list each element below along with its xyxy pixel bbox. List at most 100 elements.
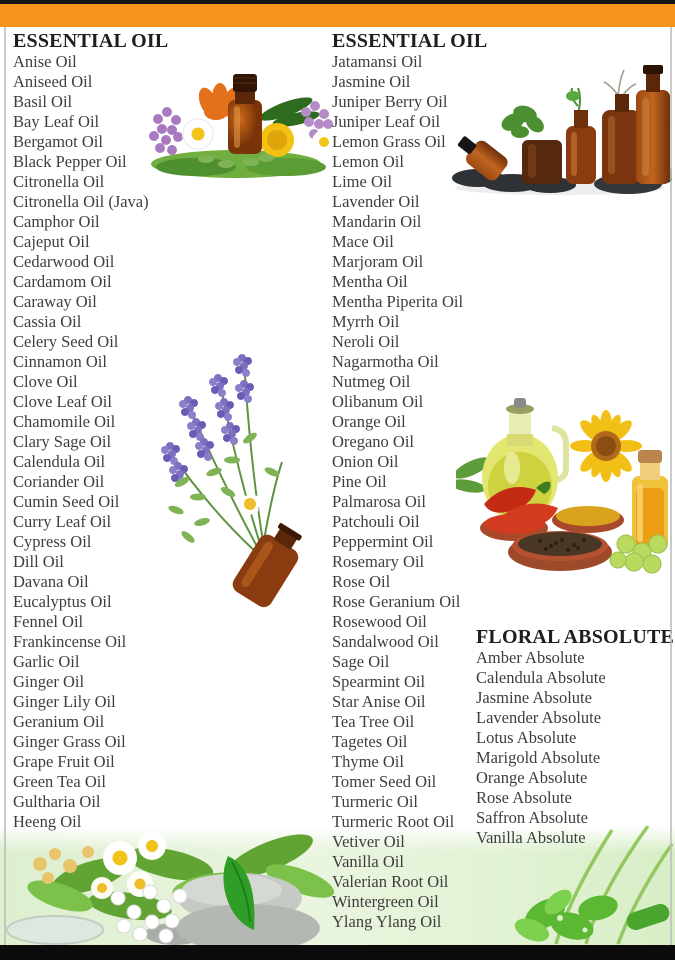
list-item: Vetiver Oil (332, 832, 405, 851)
top-black-strip (0, 0, 675, 4)
list-item: Frankincense Oil (13, 632, 127, 651)
list-item: Orange Absolute (476, 768, 588, 787)
list-item: Star Anise Oil (332, 692, 426, 711)
list-item: Saffron Absolute (476, 808, 588, 827)
list-item: Lemon Oil (332, 152, 404, 171)
list-item: Anise Oil (13, 52, 77, 71)
list-item: Celery Seed Oil (13, 332, 119, 351)
orange-accent-bar (0, 4, 675, 27)
list-item: Mace Oil (332, 232, 394, 251)
lavender-bottle-photo (132, 342, 324, 617)
list-item: Mentha Piperita Oil (332, 292, 464, 311)
list-item: Tomer Seed Oil (332, 772, 437, 791)
list-item: Lotus Absolute (476, 728, 577, 747)
list-item: Coriander Oil (13, 472, 105, 491)
list-item: Wintergreen Oil (332, 892, 439, 911)
list-item: Caraway Oil (13, 292, 97, 311)
list-item: Myrrh Oil (332, 312, 400, 331)
list-item: Fennel Oil (13, 612, 84, 631)
column-title-essential-oil-middle: ESSENTIAL OIL (332, 30, 488, 52)
oil-list-middle: Jatamansi Oil Jasmine Oil Juniper Berry Oi… (332, 52, 487, 932)
left-edge-line (4, 27, 6, 945)
list-item: Orange Oil (332, 412, 406, 431)
list-item: Turmeric Oil (332, 792, 419, 811)
oil-list-absolutes: Amber Absolute Calendula Absolute Jasmine … (476, 648, 675, 848)
list-item: Cypress Oil (13, 532, 92, 551)
list-item: Lavender Oil (332, 192, 420, 211)
oil-list-left: Anise Oil Aniseed Oil Basil Oil Bay Leaf Oi… (13, 52, 168, 832)
list-item: Green Tea Oil (13, 772, 106, 791)
botanical-footer-band-photo (0, 826, 675, 945)
list-item: Basil Oil (13, 92, 73, 111)
list-item: Peppermint Oil (332, 532, 434, 551)
list-item: Vanilla Absolute (476, 828, 586, 847)
list-item: Ginger Grass Oil (13, 732, 126, 751)
list-item: Onion Oil (332, 452, 399, 471)
list-item: Oregano Oil (332, 432, 415, 451)
list-item: Bergamot Oil (13, 132, 103, 151)
list-item: Rosewood Oil (332, 612, 427, 631)
list-item: Eucalyptus Oil (13, 592, 112, 611)
list-item: Citronella Oil (13, 172, 105, 191)
list-item: Jasmine Absolute (476, 688, 592, 707)
list-item: Citronella Oil (Java) (13, 192, 149, 211)
list-item: Nutmeg Oil (332, 372, 411, 391)
list-item: Davana Oil (13, 572, 89, 591)
list-item: Ylang Ylang Oil (332, 912, 442, 931)
list-item: Lime Oil (332, 172, 393, 191)
flowers-bottle-photo (136, 64, 338, 182)
list-item: Curry Leaf Oil (13, 512, 112, 531)
list-item: Black Pepper Oil (13, 152, 127, 171)
list-item: Juniper Leaf Oil (332, 112, 441, 131)
list-item: Vanilla Oil (332, 852, 404, 871)
list-item: Rose Absolute (476, 788, 572, 807)
list-item: Thyme Oil (332, 752, 404, 771)
list-item: Mentha Oil (332, 272, 408, 291)
list-item: Rose Oil (332, 572, 391, 591)
list-item: Ginger Lily Oil (13, 692, 116, 711)
list-item: Cajeput Oil (13, 232, 90, 251)
list-item: Bay Leaf Oil (13, 112, 100, 131)
list-item: Lavender Absolute (476, 708, 602, 727)
list-item: Clove Oil (13, 372, 78, 391)
list-item: Gultharia Oil (13, 792, 101, 811)
list-item: Valerian Root Oil (332, 872, 449, 891)
list-item: Amber Absolute (476, 648, 585, 667)
list-item: Rose Geranium Oil (332, 592, 461, 611)
list-item: Cedarwood Oil (13, 252, 115, 271)
list-item: Geranium Oil (13, 712, 105, 731)
list-item: Calendula Oil (13, 452, 106, 471)
oil-spices-photo (456, 376, 674, 576)
list-item: Olibanum Oil (332, 392, 424, 411)
list-item: Pine Oil (332, 472, 387, 491)
list-item: Patchouli Oil (332, 512, 420, 531)
list-item: Juniper Berry Oil (332, 92, 448, 111)
list-item: Jasmine Oil (332, 72, 411, 91)
list-item: Jatamansi Oil (332, 52, 423, 71)
list-item: Aniseed Oil (13, 72, 93, 91)
list-item: Cardamom Oil (13, 272, 112, 291)
list-item: Palmarosa Oil (332, 492, 426, 511)
list-item: Grape Fruit Oil (13, 752, 115, 771)
right-edge-line (670, 27, 672, 945)
list-item: Clove Leaf Oil (13, 392, 112, 411)
floral-absolutes-column: FLORAL ABSOLUTES Amber Absolute Calendula… (476, 627, 675, 848)
list-item: Neroli Oil (332, 332, 400, 351)
list-item: Garlic Oil (13, 652, 80, 671)
list-item: Tea Tree Oil (332, 712, 415, 731)
essential-oil-column-middle: ESSENTIAL OIL Jatamansi Oil Jasmine Oil Ju… (332, 31, 487, 932)
column-title-essential-oil-left: ESSENTIAL OIL (13, 30, 169, 52)
list-item: Nagarmotha Oil (332, 352, 439, 371)
list-item: Camphor Oil (13, 212, 100, 231)
list-item: Lemon Grass Oil (332, 132, 446, 151)
list-item: Cassia Oil (13, 312, 82, 331)
bottom-black-bar (0, 945, 675, 960)
list-item: Dill Oil (13, 552, 64, 571)
list-item: Cumin Seed Oil (13, 492, 120, 511)
list-item: Rosemary Oil (332, 552, 425, 571)
list-item: Clary Sage Oil (13, 432, 112, 451)
list-item: Cinnamon Oil (13, 352, 107, 371)
list-item: Heeng Oil (13, 812, 82, 831)
list-item: Tagetes Oil (332, 732, 408, 751)
